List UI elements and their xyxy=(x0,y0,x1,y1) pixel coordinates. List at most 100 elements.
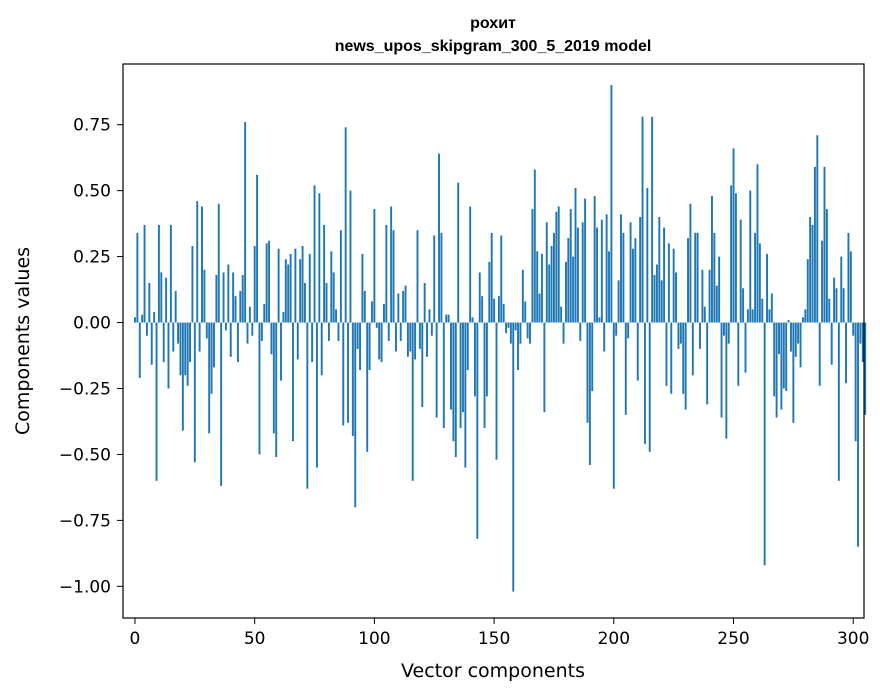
bar-267 xyxy=(773,322,776,397)
bar-98 xyxy=(368,322,371,371)
bar-229 xyxy=(682,322,685,394)
x-tick-label: 250 xyxy=(717,629,749,649)
bar-278 xyxy=(799,322,802,368)
bar-14 xyxy=(167,322,170,389)
bar-125 xyxy=(433,235,436,323)
bar-181 xyxy=(567,238,570,323)
bar-236 xyxy=(699,322,701,349)
bar-258 xyxy=(751,309,754,323)
bar-281 xyxy=(806,259,809,323)
bar-83 xyxy=(332,272,335,323)
bar-168 xyxy=(536,251,539,323)
bar-303 xyxy=(859,322,862,344)
bar-95 xyxy=(361,253,364,323)
bar-251 xyxy=(734,193,737,323)
bar-184 xyxy=(574,187,577,323)
bar-12 xyxy=(162,322,165,363)
x-tick-label: 200 xyxy=(598,629,630,649)
bar-48 xyxy=(248,306,251,323)
y-tick-label: −0.75 xyxy=(59,511,111,531)
bar-189 xyxy=(586,322,589,423)
bar-91 xyxy=(351,322,354,436)
bar-79 xyxy=(323,224,326,323)
bar-8 xyxy=(153,311,156,323)
bar-211 xyxy=(639,217,642,323)
bar-165 xyxy=(529,322,531,344)
bar-62 xyxy=(282,311,285,323)
bar-69 xyxy=(299,259,302,323)
bar-35 xyxy=(217,203,220,323)
bar-209 xyxy=(634,238,637,323)
bar-132 xyxy=(450,322,452,410)
bar-147 xyxy=(485,322,488,397)
bar-291 xyxy=(830,322,833,365)
bar-295 xyxy=(840,256,843,323)
bar-207 xyxy=(629,222,632,323)
bar-85 xyxy=(337,322,340,341)
bar-148 xyxy=(488,261,491,323)
bar-292 xyxy=(833,277,836,323)
bar-19 xyxy=(179,322,182,376)
bar-240 xyxy=(708,269,711,323)
bar-119 xyxy=(418,322,421,349)
bar-172 xyxy=(545,222,548,323)
bar-248 xyxy=(727,322,730,344)
bar-196 xyxy=(603,322,606,352)
bar-224 xyxy=(670,322,673,394)
bar-25 xyxy=(193,322,196,463)
bar-142 xyxy=(473,322,476,397)
bar-296 xyxy=(842,288,845,323)
bar-77 xyxy=(318,193,321,323)
bar-130 xyxy=(445,314,448,323)
bar-156 xyxy=(507,322,510,328)
bar-152 xyxy=(497,296,500,323)
bar-276 xyxy=(794,322,797,357)
bar-138 xyxy=(464,322,467,468)
bar-177 xyxy=(557,206,560,323)
bar-114 xyxy=(406,322,409,357)
bar-179 xyxy=(562,322,565,344)
bar-117 xyxy=(414,322,417,360)
bar-216 xyxy=(651,116,654,323)
chart-title-line-2: news_upos_skipgram_300_5_2019 model xyxy=(335,38,652,55)
bar-265 xyxy=(768,309,771,323)
bar-2 xyxy=(138,322,141,378)
bar-63 xyxy=(284,259,287,323)
bar-115 xyxy=(409,322,412,352)
bar-186 xyxy=(579,322,582,341)
bar-143 xyxy=(476,322,479,539)
bar-80 xyxy=(325,282,328,323)
bar-154 xyxy=(502,304,505,323)
bar-162 xyxy=(521,269,524,323)
bar-274 xyxy=(790,322,792,352)
bar-297 xyxy=(845,322,848,384)
bar-59 xyxy=(275,322,278,458)
bar-28 xyxy=(201,206,203,323)
bar-263 xyxy=(763,322,766,566)
bar-271 xyxy=(782,322,785,389)
bar-206 xyxy=(627,322,630,339)
bar-15 xyxy=(169,224,172,323)
bar-94 xyxy=(359,322,361,371)
bar-131 xyxy=(447,314,450,323)
bar-256 xyxy=(746,309,749,323)
bar-9 xyxy=(155,322,158,481)
bar-111 xyxy=(399,322,402,341)
bar-127 xyxy=(438,153,440,323)
bar-150 xyxy=(493,298,496,323)
bar-102 xyxy=(378,322,381,360)
bar-54 xyxy=(263,304,266,323)
bar-144 xyxy=(478,272,481,323)
bar-298 xyxy=(847,232,850,323)
bar-88 xyxy=(344,127,347,323)
bar-289 xyxy=(825,209,828,323)
bar-67 xyxy=(294,248,297,323)
x-tick-label: 300 xyxy=(837,629,869,649)
bar-260 xyxy=(756,164,759,323)
bar-43 xyxy=(236,322,239,363)
bar-106 xyxy=(387,322,390,341)
bar-87 xyxy=(342,322,345,426)
bar-173 xyxy=(548,264,551,323)
bar-39 xyxy=(227,264,230,323)
